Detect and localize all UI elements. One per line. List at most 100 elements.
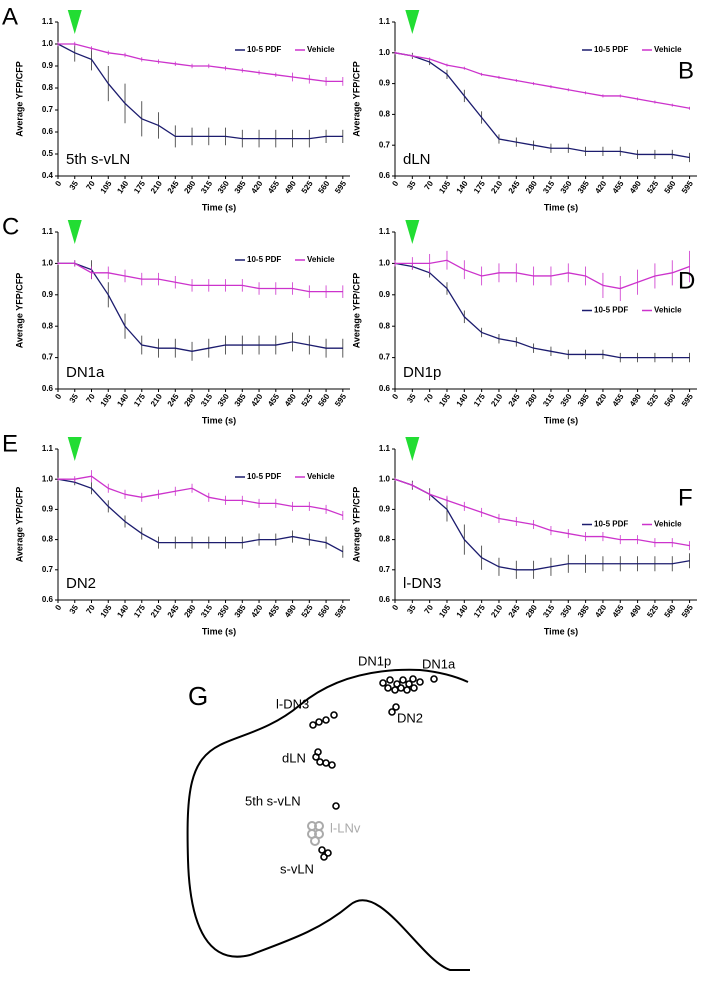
x-tick-label: 350 bbox=[216, 179, 231, 196]
y-tick-label: 0.9 bbox=[379, 79, 391, 88]
y-tick-label: 0.9 bbox=[42, 290, 54, 299]
series-line bbox=[58, 262, 343, 352]
diagram-label: l-LNv bbox=[330, 820, 361, 835]
panel-label: B bbox=[678, 57, 694, 84]
y-tick-label: 1.1 bbox=[42, 227, 54, 236]
panel-label: D bbox=[678, 267, 695, 294]
y-tick-label: 0.6 bbox=[42, 384, 54, 393]
x-tick-label: 315 bbox=[199, 603, 214, 620]
series-line bbox=[57, 43, 343, 140]
x-tick-label: 280 bbox=[524, 179, 539, 196]
y-tick-label: 0.5 bbox=[42, 149, 54, 158]
x-tick-label: 420 bbox=[593, 603, 608, 620]
x-tick-label: 245 bbox=[166, 392, 181, 409]
x-tick-label: 35 bbox=[405, 179, 418, 192]
y-tick-label: 0.8 bbox=[379, 535, 391, 544]
x-tick-label: 560 bbox=[663, 392, 678, 409]
x-tick-label: 280 bbox=[182, 392, 197, 409]
x-tick-label: 595 bbox=[680, 179, 695, 196]
panel-label: A bbox=[2, 3, 18, 30]
x-tick-label: 315 bbox=[541, 179, 556, 196]
x-tick-label: 70 bbox=[423, 179, 436, 192]
x-tick-label: 455 bbox=[611, 603, 626, 620]
x-tick-label: 350 bbox=[216, 603, 231, 620]
legend-label: Vehicle bbox=[654, 306, 682, 315]
annotation: l-DN3 bbox=[403, 575, 441, 592]
panel-label: E bbox=[2, 430, 18, 457]
x-tick-label: 420 bbox=[249, 392, 264, 409]
x-tick-label: 525 bbox=[300, 392, 315, 409]
x-tick-label: 175 bbox=[472, 179, 487, 196]
x-axis-label: Time (s) bbox=[202, 415, 236, 425]
annotation: DN1a bbox=[66, 364, 105, 381]
y-tick-label: 0.7 bbox=[42, 105, 54, 114]
x-tick-label: 455 bbox=[611, 179, 626, 196]
lnv-cells bbox=[307, 821, 324, 846]
diagram-label: DN1a bbox=[422, 656, 456, 671]
x-tick-label: 70 bbox=[84, 179, 97, 192]
y-tick-label: 1.0 bbox=[379, 474, 391, 483]
x-tick-label: 525 bbox=[645, 392, 660, 409]
series-line bbox=[395, 259, 690, 290]
panel-label: G bbox=[188, 681, 208, 711]
x-tick-label: 455 bbox=[266, 179, 281, 196]
legend-label: Vehicle bbox=[307, 255, 335, 264]
x-tick-label: 0 bbox=[390, 392, 400, 401]
x-tick-label: 385 bbox=[576, 392, 591, 409]
x-tick-label: 420 bbox=[249, 603, 264, 620]
legend-label: 10-5 PDF bbox=[594, 306, 628, 315]
x-tick-label: 210 bbox=[149, 179, 164, 196]
x-tick-label: 350 bbox=[559, 603, 574, 620]
x-axis-label: Time (s) bbox=[544, 202, 578, 212]
x-tick-label: 35 bbox=[68, 603, 81, 616]
x-tick-label: 35 bbox=[68, 392, 81, 405]
legend-label: Vehicle bbox=[307, 472, 335, 481]
x-tick-label: 385 bbox=[233, 392, 248, 409]
x-tick-label: 0 bbox=[390, 179, 400, 188]
y-tick-label: 0.8 bbox=[379, 110, 391, 119]
x-tick-label: 105 bbox=[437, 603, 452, 620]
series-line bbox=[58, 262, 343, 293]
y-tick-label: 0.9 bbox=[379, 505, 391, 514]
panel-label: F bbox=[678, 484, 693, 511]
x-tick-label: 175 bbox=[132, 179, 147, 196]
annotation: dLN bbox=[403, 151, 431, 168]
x-tick-label: 525 bbox=[300, 179, 315, 196]
x-tick-label: 70 bbox=[84, 603, 97, 616]
x-tick-label: 315 bbox=[541, 603, 556, 620]
y-tick-label: 0.7 bbox=[379, 565, 391, 574]
x-tick-label: 455 bbox=[611, 392, 626, 409]
x-tick-label: 70 bbox=[423, 392, 436, 405]
legend-label: 10-5 PDF bbox=[594, 520, 628, 529]
x-tick-label: 490 bbox=[628, 179, 643, 196]
x-tick-label: 420 bbox=[249, 179, 264, 196]
series-line bbox=[58, 475, 344, 517]
x-tick-label: 0 bbox=[53, 603, 63, 612]
x-tick-label: 245 bbox=[507, 603, 522, 620]
x-tick-label: 560 bbox=[663, 179, 678, 196]
x-tick-label: 245 bbox=[166, 179, 181, 196]
y-tick-label: 0.9 bbox=[42, 61, 54, 70]
y-tick-label: 1.1 bbox=[379, 444, 391, 453]
x-axis-label: Time (s) bbox=[202, 202, 236, 212]
y-tick-label: 1.0 bbox=[42, 259, 54, 268]
x-tick-label: 175 bbox=[132, 392, 147, 409]
x-tick-label: 0 bbox=[53, 392, 63, 401]
y-tick-label: 0.4 bbox=[42, 171, 54, 180]
diagram-label: DN2 bbox=[397, 710, 423, 725]
x-tick-label: 35 bbox=[405, 603, 418, 616]
legend-label: Vehicle bbox=[654, 45, 682, 54]
cells bbox=[309, 675, 438, 861]
x-tick-label: 595 bbox=[333, 179, 348, 196]
y-axis-label: Average YFP/CFP bbox=[14, 61, 24, 137]
y-axis-label: Average YFP/CFP bbox=[351, 273, 361, 349]
y-tick-label: 0.6 bbox=[379, 595, 391, 604]
y-axis-label: Average YFP/CFP bbox=[14, 273, 24, 349]
y-tick-label: 0.7 bbox=[379, 140, 391, 149]
y-tick-label: 0.8 bbox=[42, 535, 54, 544]
stimulus-arrow bbox=[67, 10, 82, 34]
x-tick-label: 140 bbox=[115, 603, 130, 620]
x-tick-label: 350 bbox=[559, 392, 574, 409]
x-tick-label: 140 bbox=[455, 179, 470, 196]
